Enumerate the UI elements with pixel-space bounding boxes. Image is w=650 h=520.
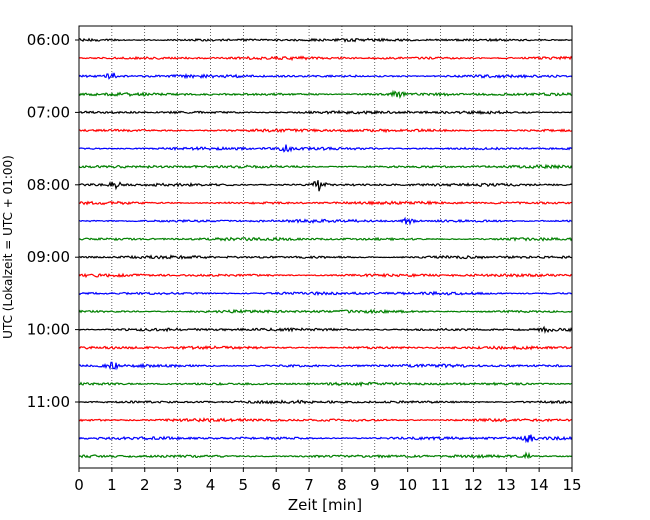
trace-line [78,127,573,134]
x-axis: 0 1 2 3 4 5 6 7 8 9 10 11 12 13 14 15 [74,468,582,494]
y-tick-label: 11:00 [27,393,70,411]
x-tick-label: 10 [398,476,417,494]
trace-line [78,254,573,260]
x-axis-label: Zeit [min] [288,496,362,514]
trace-line [78,381,573,388]
trace-line [78,144,573,153]
x-tick-label: 0 [74,476,84,494]
trace-line [78,345,573,351]
trace-line [78,55,573,62]
x-tick-label: 9 [370,476,380,494]
trace-line [78,216,573,226]
y-tick-label: 06:00 [27,31,70,49]
trace-line [79,37,573,43]
trace-line [78,272,573,279]
trace-line [78,236,573,242]
y-axis-label: UTC (Lokalzeit = UTC + 01:00) [1,155,15,339]
trace-line [78,290,573,297]
x-tick-label: 7 [304,476,314,494]
y-tick-label: 09:00 [27,248,70,266]
x-tick-label: 4 [206,476,216,494]
trace-line [78,399,573,405]
y-tick-label: 07:00 [27,103,70,121]
seismic-traces [78,37,573,460]
trace-line [78,109,573,115]
x-tick-label: 2 [140,476,150,494]
x-tick-label: 8 [337,476,347,494]
trace-line [78,451,573,460]
trace-line [78,180,573,192]
x-tick-label: 3 [173,476,183,494]
y-tick-label: 08:00 [27,176,70,194]
x-tick-label: 13 [497,476,516,494]
y-tick-label: 10:00 [27,321,70,339]
x-tick-label: 1 [107,476,117,494]
trace-line [78,89,573,99]
x-tick-label: 5 [239,476,249,494]
x-tick-label: 6 [271,476,281,494]
trace-line [78,200,573,206]
x-tick-label: 11 [431,476,450,494]
trace-line [78,417,572,423]
y-axis: 06:00 07:00 08:00 09:00 10:00 11:00 [27,31,79,411]
trace-line [78,308,573,315]
trace-line [78,434,573,444]
trace-line [78,72,573,80]
x-tick-label: 15 [562,476,581,494]
trace-line [78,361,573,371]
plot-frame [78,25,573,469]
x-tick-label: 14 [530,476,549,494]
trace-line [78,325,573,335]
x-tick-label: 12 [464,476,483,494]
trace-line [78,163,573,170]
